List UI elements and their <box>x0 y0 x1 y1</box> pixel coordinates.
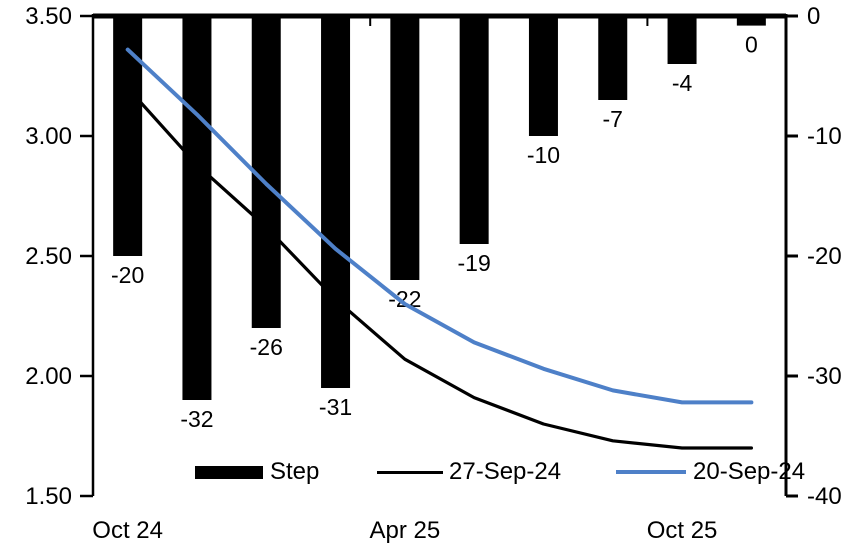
right-axis-tick-label: 0 <box>807 3 820 30</box>
bar-step <box>182 16 212 400</box>
legend-label-step: Step <box>270 458 320 485</box>
left-axis-tick-label: 2.00 <box>25 363 72 390</box>
x-axis-label: Oct 25 <box>647 517 718 544</box>
bar-step <box>598 16 628 100</box>
legend-label-27-sep-24: 27-Sep-24 <box>449 458 562 485</box>
bar-step <box>667 16 697 64</box>
legend-item-step: Step <box>195 460 319 484</box>
series-line-20-sep-24 <box>125 47 754 405</box>
x-axis-label: Oct 24 <box>92 517 163 544</box>
legend-item-20-sep-24: 20-Sep-24 <box>616 460 805 484</box>
bar-value-label: -31 <box>319 394 352 420</box>
bar-value-label: -20 <box>111 262 144 288</box>
left-axis-tick-label: 3.50 <box>25 3 72 30</box>
bar-value-label: -7 <box>603 106 623 132</box>
right-axis-tick-label: -30 <box>807 363 842 390</box>
bar-step <box>390 16 420 280</box>
right-axis-tick-label: -10 <box>807 123 842 150</box>
legend-label-20-sep-24: 20-Sep-24 <box>693 458 806 485</box>
series-line-27-sep-24 <box>126 86 754 450</box>
left-axis-tick-label: 1.50 <box>25 483 72 510</box>
bar-swatch-icon <box>195 465 263 479</box>
black-line-swatch-icon <box>377 470 443 474</box>
bar-value-label: -26 <box>250 334 283 360</box>
x-axis-label: Apr 25 <box>369 517 440 544</box>
bar-value-label: -10 <box>527 142 560 168</box>
bar-step <box>528 16 558 136</box>
left-axis-tick-label: 3.00 <box>25 123 72 150</box>
blue-line-swatch-icon <box>616 470 686 474</box>
legend-item-27-sep-24: 27-Sep-24 <box>377 460 561 484</box>
bar-step <box>736 16 766 26</box>
bar-value-label: -32 <box>180 406 213 432</box>
right-axis-tick-label: -20 <box>807 243 842 270</box>
bar-value-label: -19 <box>458 250 491 276</box>
bar-value-label: -4 <box>672 70 693 96</box>
bar-value-label: -22 <box>388 286 421 312</box>
bar-value-label: 0 <box>745 32 758 58</box>
bar-step <box>321 16 351 388</box>
bar-step <box>459 16 489 244</box>
left-axis-tick-label: 2.50 <box>25 243 72 270</box>
right-axis-tick-label: -40 <box>807 483 842 510</box>
